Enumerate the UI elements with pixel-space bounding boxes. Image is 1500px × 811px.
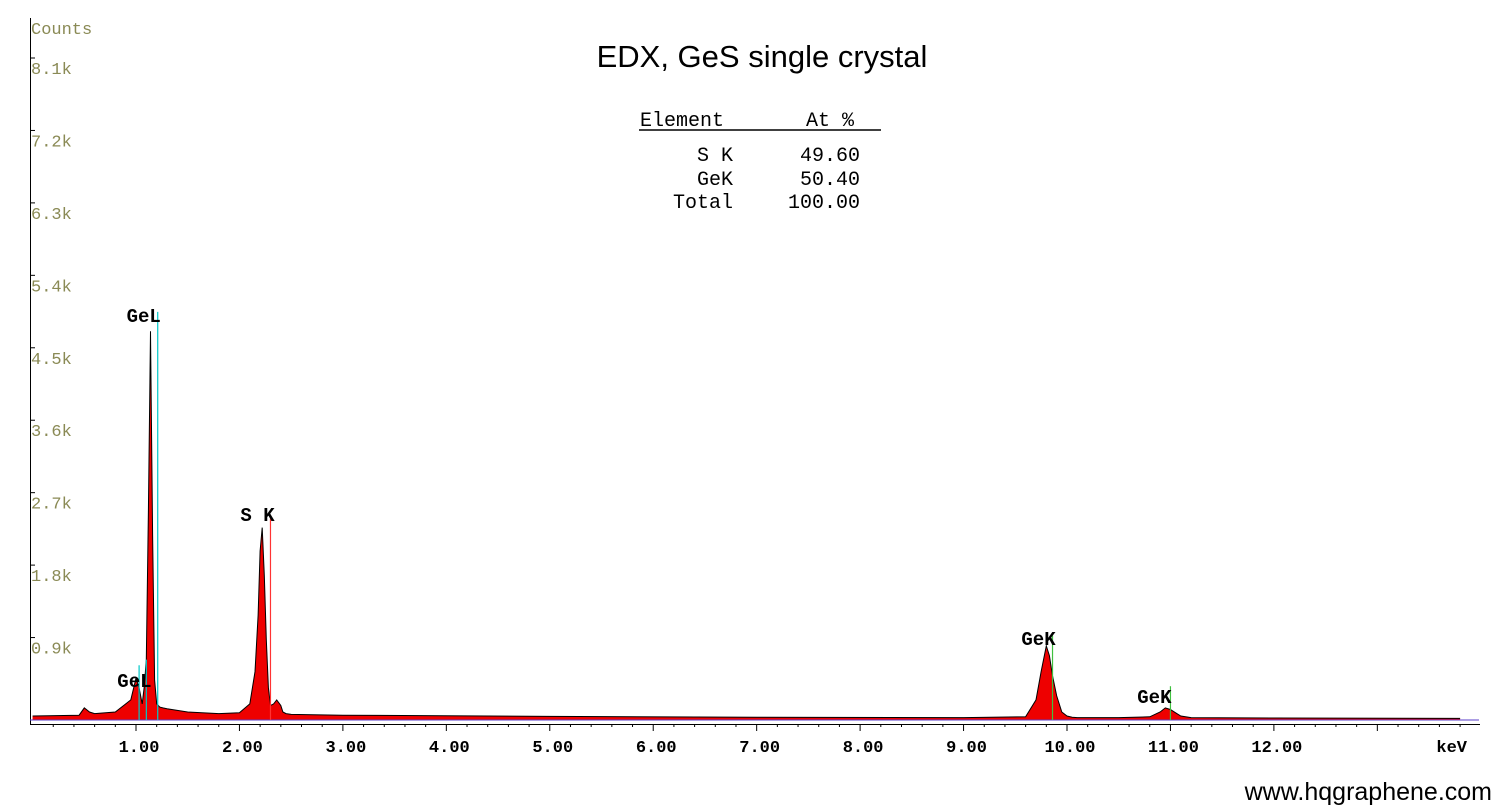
x-tick-label: 3.00 — [325, 739, 366, 758]
chart-title: EDX, GeS single crystal — [597, 39, 928, 74]
table-row-element: GeK — [697, 169, 733, 192]
x-tick-label: 6.00 — [636, 739, 677, 758]
table-row-value: 100.00 — [788, 192, 860, 215]
table-row-value: 49.60 — [800, 145, 860, 168]
y-tick-label: 6.3k — [31, 206, 72, 225]
y-tick-label: 8.1k — [31, 61, 72, 80]
y-tick-label: 4.5k — [31, 351, 72, 370]
table-header-element: Element — [640, 110, 724, 133]
x-tick-label: 1.00 — [119, 739, 160, 758]
peak-label: GeL — [117, 671, 151, 693]
peak-label: GeK — [1021, 629, 1056, 651]
peak-marker-lines — [138, 311, 1172, 720]
x-tick-label: 11.00 — [1148, 739, 1199, 758]
website-watermark: www.hqgraphene.com — [1244, 778, 1492, 806]
x-ticks: 1.00 2.00 3.00 4.00 5.00 6.00 7.00 8.00 9.00 10.0… — [52, 724, 1461, 758]
x-tick-label: 2.00 — [222, 739, 263, 758]
y-tick-label: 0.9k — [31, 641, 72, 660]
table-header-at-percent: At % — [806, 110, 855, 133]
x-tick-label: 7.00 — [739, 739, 780, 758]
y-ticks: 0.9k 1.8k 2.7k 3.6k 4.5k 5.4k 6.3k 7.2k 8.1k — [30, 57, 72, 660]
y-axis-label: Counts — [31, 21, 92, 40]
table-row-value: 50.40 — [800, 169, 860, 192]
x-tick-label: 4.00 — [429, 739, 470, 758]
x-tick-label: 10.00 — [1044, 739, 1095, 758]
peak-label: GeK — [1137, 687, 1172, 709]
x-tick-label: 12.00 — [1251, 739, 1302, 758]
peak-label: S K — [240, 505, 275, 527]
y-tick-label: 2.7k — [31, 496, 72, 515]
table-row-element: S K — [697, 145, 733, 168]
y-tick-label: 7.2k — [31, 133, 72, 152]
composition-table: Element At % S K 49.60 GeK 50.40 Total 1… — [639, 110, 881, 215]
peak-label: GeL — [127, 306, 161, 328]
y-tick-label: 1.8k — [31, 568, 72, 587]
peak-labels: GeL S K GeL GeK GeK — [117, 306, 1172, 709]
y-tick-label: 3.6k — [31, 423, 72, 442]
y-tick-label: 5.4k — [31, 278, 72, 297]
x-axis-label: keV — [1436, 739, 1467, 758]
x-tick-label: 9.00 — [946, 739, 987, 758]
table-row-element: Total — [673, 192, 733, 215]
x-tick-label: 8.00 — [843, 739, 884, 758]
x-tick-label: 5.00 — [532, 739, 573, 758]
